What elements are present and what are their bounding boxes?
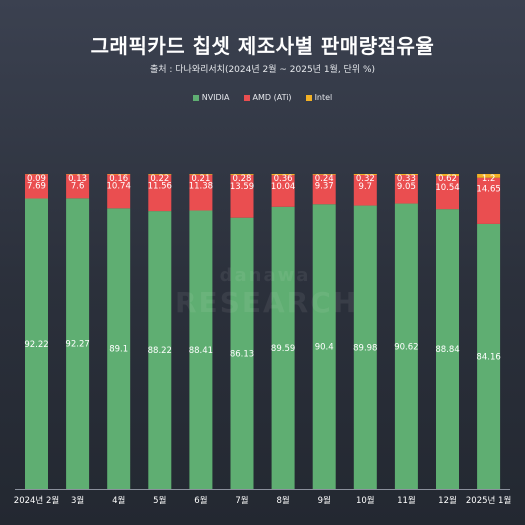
data-label: 89.59 bbox=[271, 344, 295, 354]
bar-segment-amd-ati bbox=[107, 174, 131, 209]
bar-segment-intel bbox=[271, 174, 295, 176]
data-label: 7.6 bbox=[71, 181, 85, 191]
bar-segment-nvidia bbox=[107, 208, 131, 489]
bar-segment-nvidia bbox=[66, 198, 90, 490]
bar-segment-intel bbox=[230, 174, 254, 175]
data-label: 11.38 bbox=[189, 182, 213, 192]
data-label: 7.69 bbox=[27, 181, 46, 191]
bar-segment-intel bbox=[353, 174, 377, 176]
data-label: 10.04 bbox=[271, 182, 295, 192]
bar-segment-nvidia bbox=[230, 217, 254, 490]
bar-segment-nvidia bbox=[353, 205, 377, 490]
x-tick-label: 10월 bbox=[356, 495, 375, 506]
data-label: 13.59 bbox=[230, 182, 254, 192]
x-tick-label: 2024년 2월 bbox=[14, 495, 59, 506]
bar-segment-amd-ati bbox=[189, 174, 213, 211]
data-label: 88.41 bbox=[189, 346, 213, 356]
data-label: 11.56 bbox=[148, 182, 172, 192]
legend-swatch bbox=[192, 94, 199, 101]
x-tick-label: 7월 bbox=[235, 495, 248, 506]
data-label: 86.13 bbox=[230, 349, 254, 359]
bar-segment-nvidia bbox=[25, 198, 48, 489]
data-label: 92.27 bbox=[65, 340, 89, 350]
bar-segment-amd-ati bbox=[436, 175, 459, 210]
data-label: 84.16 bbox=[476, 352, 500, 362]
data-label: 89.1 bbox=[109, 345, 128, 355]
chart-title: 그래픽카드 칩셋 제조사별 판매량점유율 bbox=[90, 34, 435, 58]
data-label: 10.74 bbox=[107, 182, 131, 192]
legend-label: AMD (ATi) bbox=[252, 93, 292, 102]
data-label: 0.13 bbox=[68, 174, 87, 184]
x-tick-label: 3월 bbox=[71, 495, 84, 506]
bar-segment-amd-ati bbox=[148, 174, 172, 212]
legend-item-nvidia: NVIDIA bbox=[192, 93, 230, 102]
bar-segment-amd-ati bbox=[353, 175, 377, 206]
bar-segment-intel bbox=[436, 174, 459, 176]
legend-swatch bbox=[305, 94, 312, 101]
bar-segment-nvidia bbox=[312, 204, 336, 490]
bar-segment-intel bbox=[394, 174, 418, 176]
legend-item-amd-ati: AMD (ATi) bbox=[243, 93, 292, 102]
data-label: 9.7 bbox=[359, 182, 373, 192]
data-label: 88.22 bbox=[148, 346, 172, 356]
bar-segment-amd-ati bbox=[25, 174, 48, 199]
bar-segment-amd-ati bbox=[230, 174, 254, 218]
bar-segment-nvidia bbox=[394, 203, 418, 489]
data-label: 0.36 bbox=[274, 174, 293, 184]
data-label: 10.54 bbox=[435, 183, 459, 193]
bar-segment-intel bbox=[189, 174, 213, 175]
x-tick-label: 4월 bbox=[112, 495, 125, 506]
bar-segment-amd-ati bbox=[477, 177, 501, 224]
data-label: 0.16 bbox=[109, 174, 128, 184]
data-label: 90.4 bbox=[315, 343, 334, 353]
bar-segment-amd-ati bbox=[394, 175, 418, 204]
data-label: 89.98 bbox=[353, 343, 377, 353]
data-label: 0.09 bbox=[27, 174, 46, 184]
data-label: 0.28 bbox=[233, 174, 252, 184]
x-tick-label: 11월 bbox=[397, 495, 416, 506]
data-label: 90.62 bbox=[394, 342, 418, 352]
x-tick-label: 6월 bbox=[194, 495, 207, 506]
bar-segment-nvidia bbox=[148, 211, 172, 489]
data-label: 0.22 bbox=[150, 174, 169, 184]
bar-segment-amd-ati bbox=[66, 174, 90, 199]
bar-segment-intel bbox=[148, 174, 172, 175]
legend-swatch bbox=[243, 94, 250, 101]
bar-segment-intel bbox=[312, 174, 336, 175]
data-label: 9.37 bbox=[315, 182, 334, 192]
data-label: 1.2 bbox=[482, 174, 496, 184]
data-label: 0.33 bbox=[397, 174, 416, 184]
bar-segment-nvidia bbox=[477, 223, 501, 489]
data-label: 9.05 bbox=[397, 182, 416, 192]
x-tick-label: 5월 bbox=[153, 495, 166, 506]
x-tick-label: 9월 bbox=[318, 495, 331, 506]
bar-segment-nvidia bbox=[436, 209, 459, 490]
data-label: 0.21 bbox=[191, 174, 210, 184]
data-label: 0.32 bbox=[356, 174, 375, 184]
bar-segment-amd-ati bbox=[312, 174, 336, 205]
legend-label: NVIDIA bbox=[201, 93, 230, 102]
bar-segment-intel bbox=[107, 174, 131, 175]
chart-subtitle: 출처 : 다나와리서치(2024년 2월 ~ 2025년 1월, 단위 %) bbox=[149, 65, 376, 75]
x-tick-label: 2025년 1월 bbox=[466, 495, 511, 506]
legend-item-intel: Intel bbox=[305, 93, 333, 102]
bar-segment-nvidia bbox=[189, 210, 213, 490]
data-label: 0.62 bbox=[438, 174, 457, 184]
data-label: 88.84 bbox=[435, 345, 459, 355]
x-tick-label: 12월 bbox=[438, 495, 457, 506]
bar-segment-amd-ati bbox=[271, 175, 295, 207]
legend: NVIDIA AMD (ATi) Intel bbox=[0, 93, 525, 102]
data-label: 0.24 bbox=[315, 174, 334, 184]
bar-segment-intel bbox=[477, 174, 501, 178]
legend-label: Intel bbox=[314, 93, 333, 102]
data-label: 92.22 bbox=[24, 340, 48, 350]
x-tick-label: 8월 bbox=[276, 495, 289, 506]
bar-segment-nvidia bbox=[271, 206, 295, 489]
data-label: 14.65 bbox=[476, 185, 500, 195]
